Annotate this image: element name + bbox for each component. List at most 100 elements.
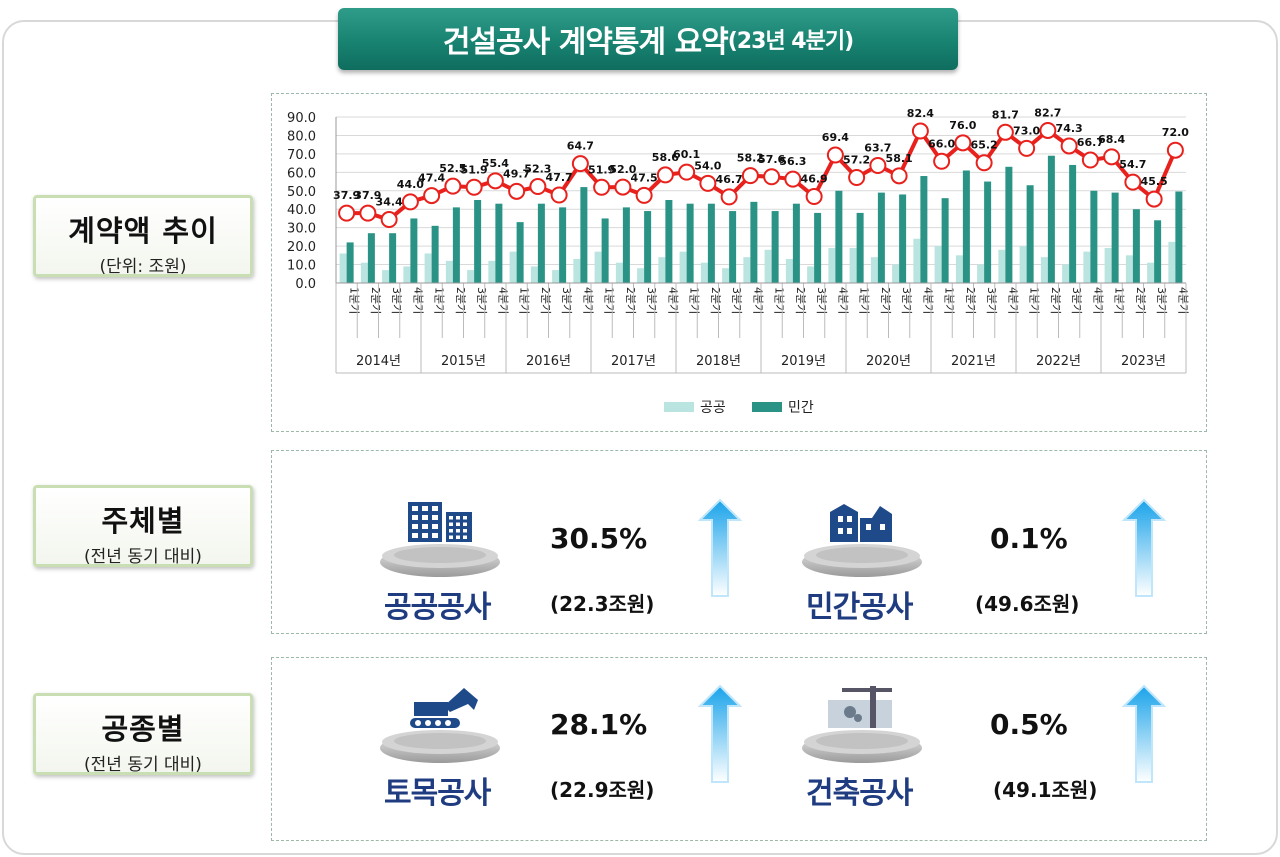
bar-private xyxy=(1026,185,1034,283)
bar-private xyxy=(389,233,397,283)
bar-private xyxy=(856,212,864,283)
y-tick-label: 50.0 xyxy=(287,185,316,200)
bar-public xyxy=(573,259,581,283)
legend-label-private: 민간 xyxy=(788,400,814,416)
bar-private xyxy=(601,218,609,283)
y-tick-label: 30.0 xyxy=(287,222,316,237)
bar-public xyxy=(658,257,666,283)
bar-private xyxy=(644,211,652,283)
data-label: 37.9 xyxy=(354,189,381,202)
data-label: 44.0 xyxy=(397,178,424,191)
data-label: 82.7 xyxy=(1034,106,1061,119)
legend-swatch-public xyxy=(664,402,694,412)
year-label: 2021년 xyxy=(951,354,996,369)
total-point xyxy=(763,168,781,186)
bar-private xyxy=(771,211,779,283)
quarter-label: 3분기 xyxy=(900,287,913,314)
total-point xyxy=(593,178,611,196)
quarter-label: 1분기 xyxy=(858,287,871,314)
quarter-label: 4분기 xyxy=(921,287,934,314)
data-label: 74.3 xyxy=(1056,122,1083,135)
total-point xyxy=(1060,137,1078,155)
data-label: 55.4 xyxy=(482,157,509,170)
total-point xyxy=(954,134,972,152)
year-label: 2016년 xyxy=(526,354,571,369)
total-point xyxy=(933,152,951,170)
data-label: 58.2 xyxy=(737,152,764,165)
bar-private xyxy=(622,207,630,283)
data-label: 46.9 xyxy=(801,172,828,185)
quarter-label: 1분기 xyxy=(1113,287,1126,314)
bar-private xyxy=(665,200,673,283)
data-label: 57.2 xyxy=(843,153,870,166)
pedestal xyxy=(802,544,922,577)
quarter-label: 2분기 xyxy=(794,287,807,314)
page-title: 건설공사 계약통계 요약 (23년 4분기) xyxy=(338,8,958,70)
data-label: 51.9 xyxy=(588,163,615,176)
year-label: 2014년 xyxy=(356,354,401,369)
y-tick-label: 60.0 xyxy=(287,166,316,181)
quarter-label: 4분기 xyxy=(496,287,509,314)
arrow-up-icon xyxy=(1122,498,1166,597)
pedestal xyxy=(380,544,500,577)
total-point xyxy=(1081,151,1099,169)
quarter-label: 2분기 xyxy=(624,287,637,314)
data-label: 76.0 xyxy=(949,119,976,132)
data-label: 72.0 xyxy=(1162,126,1189,139)
data-label: 81.7 xyxy=(992,108,1019,121)
bar-public xyxy=(679,251,687,283)
bar-public xyxy=(1104,247,1112,283)
bar-private xyxy=(729,211,737,283)
data-label: 57.6 xyxy=(758,153,785,166)
quarter-label: 3분기 xyxy=(390,287,403,314)
data-label: 56.3 xyxy=(779,155,806,168)
legend-label-public: 공공 xyxy=(700,400,726,416)
amount: (49.1조원) xyxy=(993,778,1098,802)
quarter-label: 4분기 xyxy=(666,287,679,314)
quarter-label: 4분기 xyxy=(581,287,594,314)
bar-private xyxy=(367,233,375,283)
bar-public xyxy=(1040,257,1048,283)
bar-private xyxy=(495,203,503,283)
total-point xyxy=(826,146,844,164)
year-label: 2023년 xyxy=(1121,354,1166,369)
bar-public xyxy=(552,270,560,283)
total-point xyxy=(1166,141,1184,159)
legend-swatch-private xyxy=(752,402,782,412)
bar-private xyxy=(962,170,970,283)
total-point xyxy=(423,187,441,205)
total-point xyxy=(1039,121,1057,139)
bar-public xyxy=(509,251,517,283)
change-percent: 30.5% xyxy=(550,522,648,555)
data-label: 54.7 xyxy=(1119,158,1146,171)
y-tick-label: 90.0 xyxy=(287,111,316,126)
bar-public xyxy=(849,247,857,283)
total-point xyxy=(996,123,1014,141)
category-name: 공공공사 xyxy=(384,590,491,625)
bar-public xyxy=(424,253,432,283)
total-point xyxy=(444,177,462,195)
section-label-type: 공종별 (전년 동기 대비) xyxy=(33,693,253,775)
data-label: 58.1 xyxy=(886,152,913,165)
total-point xyxy=(848,168,866,186)
total-point xyxy=(720,188,738,206)
data-label: 49.7 xyxy=(503,167,530,180)
bar-public xyxy=(445,260,453,283)
data-label: 82.4 xyxy=(907,107,934,120)
quarter-label: 1분기 xyxy=(433,287,446,314)
bar-public xyxy=(360,262,368,283)
total-point xyxy=(784,170,802,188)
category-name: 민간공사 xyxy=(806,590,913,625)
bar-private xyxy=(1175,191,1183,283)
bar-public xyxy=(488,260,496,283)
category-name: 건축공사 xyxy=(806,776,913,811)
quarter-label: 1분기 xyxy=(773,287,786,314)
bar-private xyxy=(792,203,800,283)
bar-private xyxy=(537,203,545,283)
bar-public xyxy=(870,257,878,283)
chart-frame: 0.0 10.0 20.0 30.0 40.0 50.0 60.0 70.0 80.0 90.0 1… xyxy=(271,93,1207,432)
bar-private xyxy=(580,187,588,283)
total-point xyxy=(1124,173,1142,191)
data-label: 64.7 xyxy=(567,140,594,153)
data-label: 66.0 xyxy=(928,137,955,150)
